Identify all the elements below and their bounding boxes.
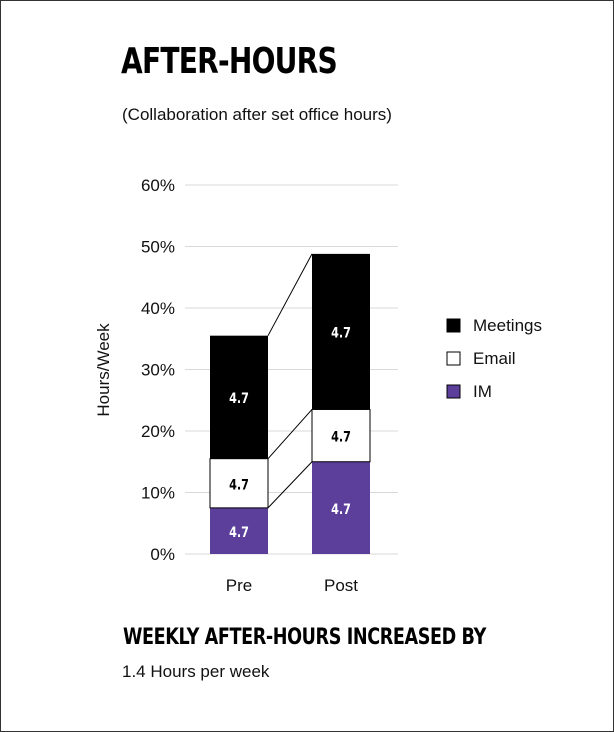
data-label: 4.7 <box>331 501 351 518</box>
footer-heading: WEEKLY AFTER-HOURS INCREASED BY <box>123 625 486 650</box>
y-tick-label: 30% <box>141 361 175 380</box>
legend-label-email: Email <box>473 349 516 368</box>
bar-segment-im-post <box>312 461 370 554</box>
y-tick-label: 50% <box>141 238 175 257</box>
x-tick-label: Pre <box>226 576 252 595</box>
page-title: AFTER-HOURS <box>121 41 338 82</box>
y-tick-label: 40% <box>141 299 175 318</box>
data-label: 4.7 <box>229 390 249 407</box>
data-label: 4.7 <box>331 428 351 445</box>
bar-segment-im-pre <box>210 507 268 554</box>
y-tick-label: 0% <box>150 545 175 564</box>
y-tick-label: 20% <box>141 422 175 441</box>
footer-text: 1.4 Hours per week <box>122 662 270 681</box>
y-tick-label: 10% <box>141 484 175 503</box>
x-tick-label: Post <box>324 576 358 595</box>
bar-segment-meetings-pre <box>210 335 268 459</box>
connector-lines <box>267 253 313 509</box>
legend-swatch-meetings <box>446 318 461 333</box>
legend-swatch-im <box>446 384 461 399</box>
data-label: 4.7 <box>229 524 249 541</box>
bar-segment-meetings-post <box>312 253 370 410</box>
legend-label-im: IM <box>473 382 492 401</box>
legend: Meetings Email IM <box>446 316 542 401</box>
y-axis-ticks: 0% 10% 20% 30% 40% 50% 60% <box>141 176 175 564</box>
bar-segment-email-post <box>311 408 371 463</box>
connector-line <box>267 253 313 336</box>
bars: 4.7 4.7 4.7 4.7 4.7 4.7 <box>209 253 371 554</box>
connector-line <box>267 461 313 509</box>
stacked-bar-chart: 0% 10% 20% 30% 40% 50% 60% 4.7 4.7 4.7 4.7 4.74.7 … <box>94 176 542 595</box>
x-axis-labels: Pre Post <box>226 576 359 595</box>
legend-swatch-email <box>446 351 461 366</box>
y-axis-label: Hours/Week <box>94 323 113 417</box>
connector-line <box>267 409 313 460</box>
legend-label-meetings: Meetings <box>473 316 542 335</box>
y-tick-label: 60% <box>141 176 175 195</box>
data-label: 4.7 <box>331 324 351 341</box>
page-subtitle: (Collaboration after set office hours) <box>122 105 392 124</box>
data-label: 4.7 <box>229 476 249 493</box>
